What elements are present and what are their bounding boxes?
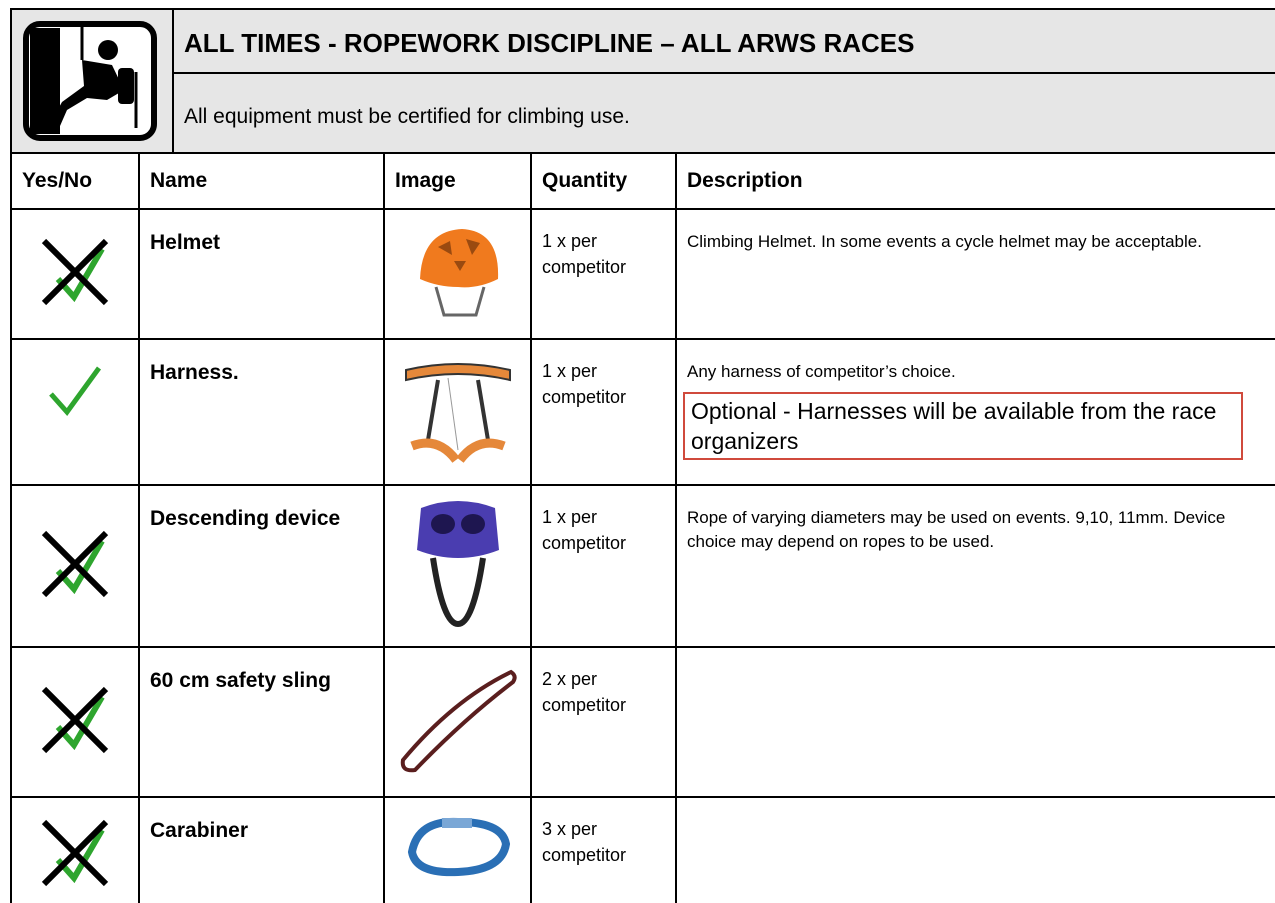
note: Optional - Harnesses will be available f… xyxy=(683,392,1243,460)
row: Harness. 1 x per competitor Any harness … xyxy=(10,338,1275,486)
row: Descending device 1 x per competitor Rop… xyxy=(10,484,1275,648)
item-name: Descending device xyxy=(138,484,385,648)
row: Helmet 1 x per competitor Climbing Helme… xyxy=(10,208,1275,340)
description: Climbing Helmet. In some events a cycle … xyxy=(675,208,1275,340)
subtitle: All equipment must be certified for clim… xyxy=(184,105,630,128)
image-cell xyxy=(383,646,532,798)
quantity: 1 x per competitor xyxy=(530,338,677,486)
quantity: 1 x per competitor xyxy=(530,208,677,340)
item-name: Harness. xyxy=(138,338,385,486)
cross-check xyxy=(41,238,109,305)
quantity: 1 x per competitor xyxy=(530,484,677,648)
image-cell xyxy=(383,484,532,648)
col-header: Description xyxy=(675,152,1275,210)
description-cell: Any harness of competitor’s choice. Optio… xyxy=(675,338,1275,486)
quantity: 3 x per competitor xyxy=(530,796,677,903)
status-cell xyxy=(10,484,140,648)
description: Any harness of competitor’s choice. xyxy=(687,362,956,381)
col-header: Image xyxy=(383,152,532,210)
carabiner-image xyxy=(407,817,510,877)
cross-check xyxy=(41,819,109,887)
row: 60 cm safety sling 2 x per competitor xyxy=(10,646,1275,798)
sling-image xyxy=(400,669,517,772)
icon-graphic xyxy=(23,21,157,141)
col-header: Yes/No xyxy=(10,152,140,210)
status-cell xyxy=(10,338,140,486)
quantity: 2 x per competitor xyxy=(530,646,677,798)
image-cell xyxy=(383,796,532,903)
status-cell xyxy=(10,208,140,340)
description: Rope of varying diameters may be used on… xyxy=(675,484,1275,648)
descender-image xyxy=(416,500,499,627)
check xyxy=(49,366,102,416)
item-name: Helmet xyxy=(138,208,385,340)
image-cell xyxy=(383,208,532,340)
image-cell xyxy=(383,338,532,486)
harness-image xyxy=(404,362,511,463)
description-cell xyxy=(675,646,1275,798)
climber-icon xyxy=(12,10,174,152)
cross-check xyxy=(41,530,109,597)
description-cell xyxy=(675,796,1275,903)
title: ALL TIMES - ROPEWORK DISCIPLINE – ALL AR… xyxy=(174,10,1275,74)
header: ALL TIMES - ROPEWORK DISCIPLINE – ALL AR… xyxy=(10,8,1275,152)
status-cell xyxy=(10,646,140,798)
cross-check xyxy=(41,686,109,753)
header-row: Yes/No Name Image Quantity Description xyxy=(10,152,1275,210)
row: Carabiner 3 x per competitor xyxy=(10,796,1275,903)
col-header: Quantity xyxy=(530,152,677,210)
helmet-image xyxy=(419,228,498,316)
item-name: Carabiner xyxy=(138,796,385,903)
equipment-table: Yes/No Name Image Quantity Description H… xyxy=(10,152,1275,903)
col-header: Name xyxy=(138,152,385,210)
item-name: 60 cm safety sling xyxy=(138,646,385,798)
status-cell xyxy=(10,796,140,903)
